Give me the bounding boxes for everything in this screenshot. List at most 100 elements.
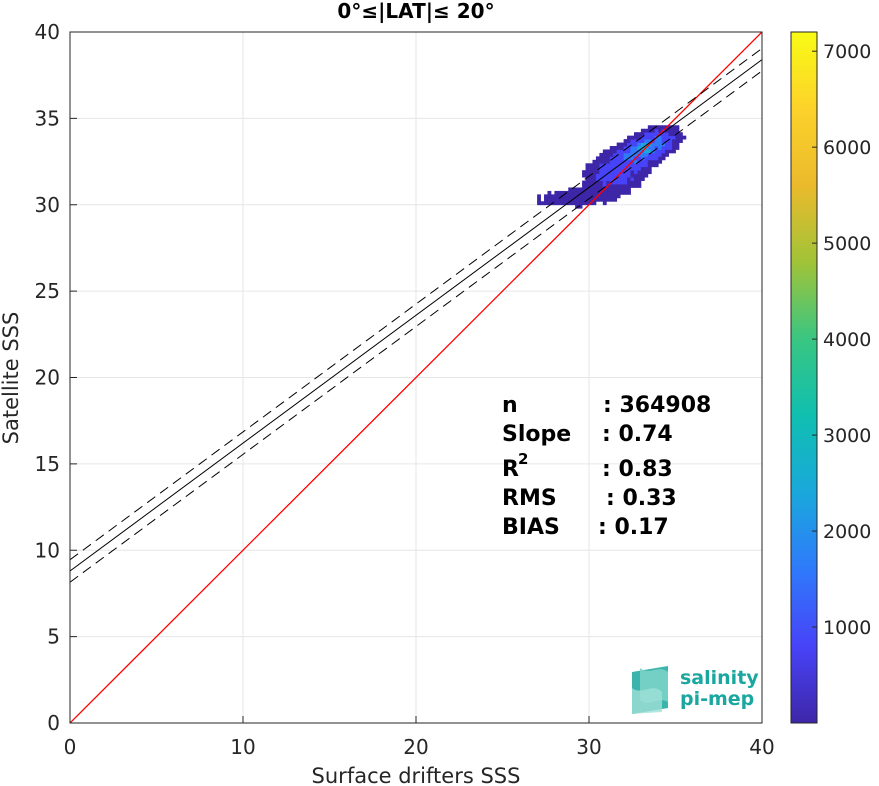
- density-cell: [582, 184, 586, 188]
- colorbar-tick-label: 1000: [823, 617, 871, 639]
- density-cell: [654, 128, 659, 133]
- density-cell: [609, 170, 614, 175]
- stat-slope-label: Slope: [502, 422, 571, 447]
- density-cell: [623, 184, 628, 188]
- density-cell: [672, 142, 676, 147]
- density-cell: [623, 177, 628, 181]
- density-cell: [582, 173, 586, 178]
- density-cell: [647, 163, 652, 168]
- density-cell: [644, 142, 649, 147]
- density-cell: [561, 197, 566, 202]
- density-cell: [561, 194, 566, 199]
- density-cell: [589, 197, 593, 202]
- density-cell: [595, 173, 600, 178]
- density-cell: [547, 201, 552, 206]
- density-cell: [609, 173, 614, 178]
- density-cell: [602, 180, 607, 185]
- density-cell: [595, 159, 600, 164]
- density-cell: [609, 177, 614, 181]
- density-cell: [640, 152, 645, 157]
- density-cell: [547, 194, 552, 199]
- density-cell: [602, 197, 607, 202]
- colorbar-tick-label: 2000: [823, 521, 871, 543]
- density-cell: [651, 152, 656, 157]
- density-cell: [623, 139, 628, 143]
- density-cell: [582, 187, 586, 192]
- density-cell: [582, 197, 586, 202]
- density-cell: [592, 163, 597, 168]
- density-cell: [644, 156, 649, 161]
- density-cell: [571, 187, 576, 192]
- density-cell: [630, 166, 635, 171]
- density-cell: [582, 170, 586, 175]
- density-cell: [651, 163, 656, 168]
- density-cell: [627, 180, 631, 185]
- density-cell: [661, 149, 666, 154]
- density-cell: [637, 184, 642, 188]
- density-cell: [613, 163, 618, 168]
- density-cell: [613, 197, 618, 202]
- density-cell: [668, 132, 673, 137]
- density-cell: [589, 187, 593, 192]
- density-cell: [589, 190, 593, 195]
- density-cell: [613, 187, 618, 192]
- density-cell: [644, 170, 649, 175]
- density-cell: [620, 166, 624, 171]
- density-cell: [602, 156, 607, 161]
- density-cell: [585, 177, 590, 181]
- density-cell: [602, 159, 607, 164]
- density-cell: [658, 152, 663, 157]
- density-cell: [620, 187, 624, 192]
- density-cell: [627, 187, 631, 192]
- density-cell: [592, 190, 597, 195]
- density-cell: [620, 156, 624, 161]
- density-cell: [623, 190, 628, 195]
- density-cell: [630, 142, 635, 147]
- density-cell: [644, 132, 649, 137]
- stat-bias-label: BIAS: [502, 515, 560, 540]
- density-cell: [616, 177, 621, 181]
- colorbar-tick-label: 4000: [823, 329, 871, 351]
- colorbar: [790, 31, 818, 724]
- density-cell: [602, 166, 607, 171]
- density-cell: [602, 190, 607, 195]
- density-cell: [585, 184, 590, 188]
- density-cell: [616, 166, 621, 171]
- x-tick-label: 30: [576, 735, 601, 759]
- density-cell: [585, 187, 590, 192]
- density-cell: [606, 170, 611, 175]
- density-cell: [547, 190, 552, 195]
- density-cell: [630, 149, 635, 154]
- density-cell: [637, 166, 642, 171]
- density-cell: [654, 163, 659, 168]
- density-cell: [672, 146, 676, 150]
- density-cell: [644, 128, 649, 133]
- density-cell: [644, 149, 649, 154]
- density-cell: [672, 149, 676, 154]
- density-cell: [678, 139, 683, 143]
- density-cell: [658, 146, 663, 150]
- y-tick-label: 35: [35, 106, 60, 130]
- density-cell: [668, 149, 673, 154]
- density-cell: [609, 190, 614, 195]
- density-cell: [568, 197, 573, 202]
- density-cell: [616, 180, 621, 185]
- density-cell: [557, 197, 562, 202]
- density-cell: [668, 146, 673, 150]
- density-cell: [606, 187, 611, 192]
- stat-rms-label: RMS: [502, 486, 557, 511]
- density-cell: [661, 132, 666, 137]
- density-cell: [647, 128, 652, 133]
- density-cell: [609, 197, 614, 202]
- x-tick-label: 20: [403, 735, 428, 759]
- density-cell: [599, 170, 604, 175]
- density-cell: [585, 201, 590, 206]
- density-cell: [661, 139, 666, 143]
- density-cell: [651, 128, 656, 133]
- density-cell: [647, 149, 652, 154]
- density-cell: [637, 173, 642, 178]
- density-cell: [568, 190, 573, 195]
- density-cell: [651, 125, 656, 130]
- density-cell: [661, 152, 666, 157]
- density-cell: [633, 149, 638, 154]
